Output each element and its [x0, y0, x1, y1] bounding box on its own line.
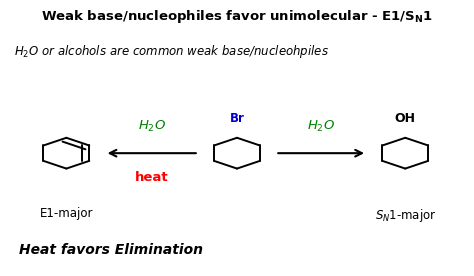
- Text: E1-major: E1-major: [40, 207, 93, 220]
- Text: heat: heat: [135, 171, 168, 184]
- Text: $H_2O$: $H_2O$: [307, 119, 335, 134]
- Text: Heat favors Elimination: Heat favors Elimination: [19, 243, 203, 257]
- Text: Weak base/nucleophiles favor unimolecular - E1/$\mathbf{S_N}$1: Weak base/nucleophiles favor unimolecula…: [41, 8, 433, 25]
- Text: Br: Br: [229, 112, 245, 125]
- Text: $S_N$1-major: $S_N$1-major: [374, 207, 436, 224]
- Text: OH: OH: [395, 112, 416, 125]
- Text: $H_2O$ or alcohols are common weak base/nucleohpiles: $H_2O$ or alcohols are common weak base/…: [14, 43, 329, 60]
- Text: $H_2O$: $H_2O$: [137, 119, 166, 134]
